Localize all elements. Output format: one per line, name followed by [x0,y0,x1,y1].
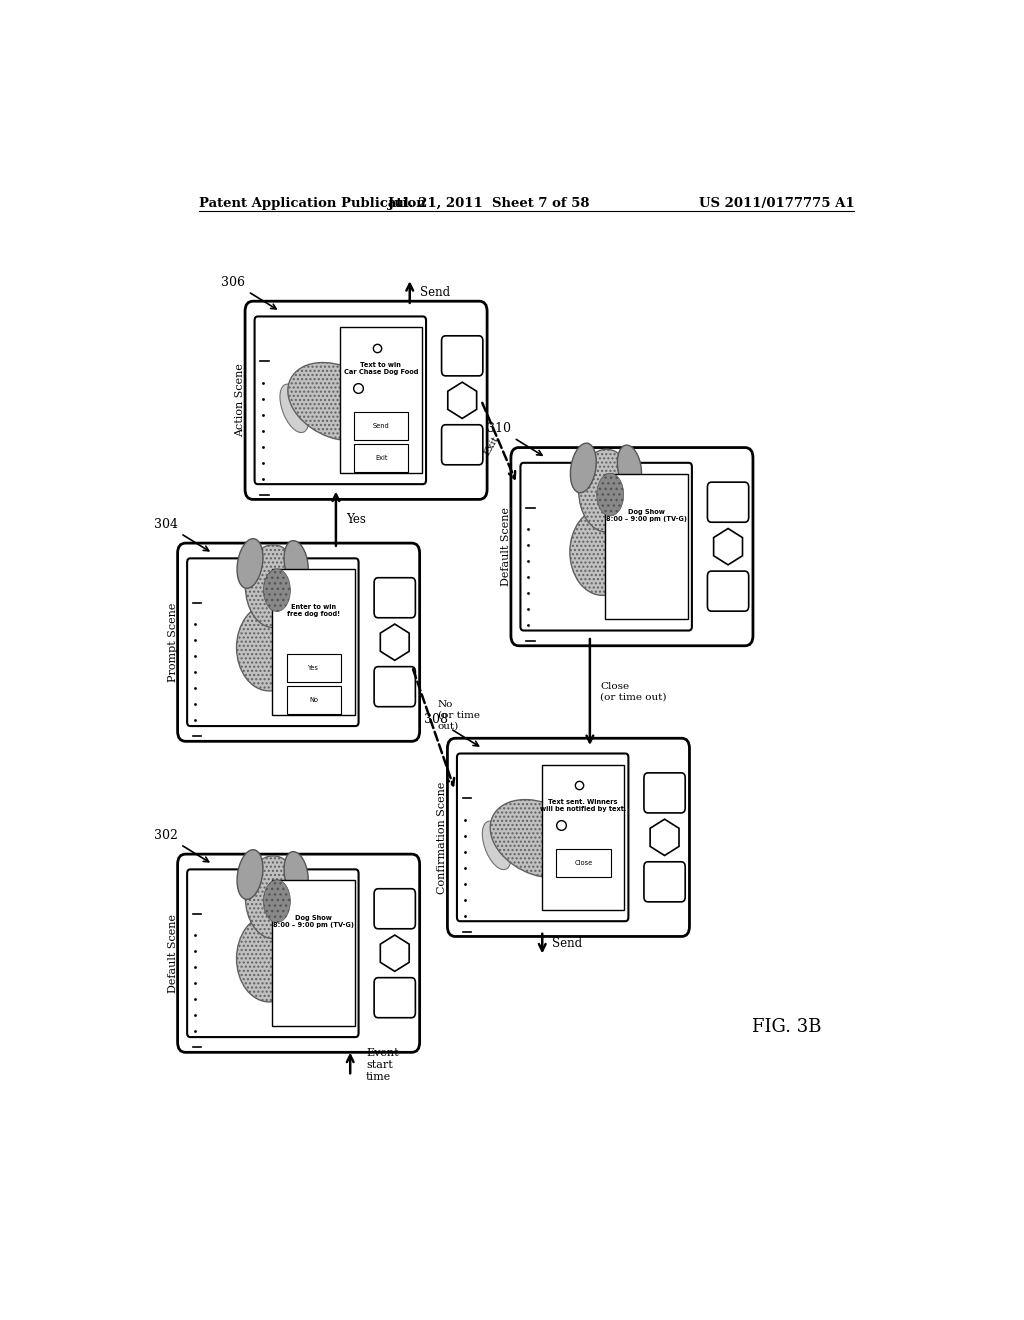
Ellipse shape [617,445,642,491]
Text: Dog Show
8:00 – 9:00 pm (TV-G): Dog Show 8:00 – 9:00 pm (TV-G) [272,915,354,928]
Text: Default Scene: Default Scene [168,913,177,993]
Text: Exit: Exit [482,434,501,457]
Ellipse shape [288,363,385,441]
FancyBboxPatch shape [708,482,749,523]
Text: Jul. 21, 2011  Sheet 7 of 58: Jul. 21, 2011 Sheet 7 of 58 [388,197,590,210]
Text: Dog Show
8:00 – 9:00 pm (TV-G): Dog Show 8:00 – 9:00 pm (TV-G) [606,508,687,521]
Text: Confirmation Scene: Confirmation Scene [437,781,447,894]
Text: Text to win
Car Chase Dog Food: Text to win Car Chase Dog Food [344,362,418,375]
Ellipse shape [237,915,302,1002]
Text: No: No [309,697,318,702]
FancyBboxPatch shape [340,327,422,473]
FancyBboxPatch shape [447,738,689,936]
Ellipse shape [284,851,308,898]
Ellipse shape [246,545,301,627]
Ellipse shape [263,880,291,923]
Text: Send: Send [552,937,582,949]
FancyBboxPatch shape [542,764,625,911]
FancyBboxPatch shape [441,335,483,376]
FancyBboxPatch shape [644,774,685,813]
Text: 308: 308 [424,713,478,746]
FancyBboxPatch shape [272,569,354,715]
FancyBboxPatch shape [177,543,420,742]
FancyBboxPatch shape [708,572,749,611]
Polygon shape [447,383,476,418]
Ellipse shape [263,569,291,611]
FancyBboxPatch shape [374,578,416,618]
Ellipse shape [579,449,634,532]
Text: Send: Send [373,424,389,429]
Text: 310: 310 [487,422,542,455]
Ellipse shape [237,605,302,690]
FancyBboxPatch shape [354,412,409,440]
Ellipse shape [570,444,596,492]
FancyBboxPatch shape [354,444,409,471]
Text: Prompt Scene: Prompt Scene [168,602,177,682]
Text: Event
start
time: Event start time [367,1048,398,1081]
Text: Yes: Yes [308,665,319,671]
Polygon shape [714,528,742,565]
FancyBboxPatch shape [605,474,688,619]
Ellipse shape [482,821,511,870]
Text: Close: Close [574,861,593,866]
Text: Text sent. Winners
will be notified by text.: Text sent. Winners will be notified by t… [540,799,627,812]
Text: US 2011/0177775 A1: US 2011/0177775 A1 [698,197,854,210]
Text: 304: 304 [154,517,209,550]
FancyBboxPatch shape [644,862,685,902]
FancyBboxPatch shape [255,317,426,484]
Ellipse shape [597,474,624,516]
FancyBboxPatch shape [556,849,610,878]
Text: Send: Send [420,286,451,300]
Ellipse shape [550,768,593,837]
Polygon shape [380,624,410,660]
Ellipse shape [246,855,301,939]
Text: Default Scene: Default Scene [501,507,511,586]
Polygon shape [650,820,679,855]
FancyBboxPatch shape [272,880,354,1026]
Text: Exit: Exit [375,455,387,461]
Polygon shape [380,935,410,972]
Text: Patent Application Publication: Patent Application Publication [200,197,426,210]
Ellipse shape [490,800,588,878]
FancyBboxPatch shape [511,447,753,645]
Text: Close
(or time out): Close (or time out) [600,682,667,702]
Ellipse shape [284,541,308,586]
FancyBboxPatch shape [441,425,483,465]
FancyBboxPatch shape [287,655,341,682]
Text: Action Scene: Action Scene [236,363,245,437]
Text: Enter to win
free dog food!: Enter to win free dog food! [287,605,340,618]
Text: No
(or time
out): No (or time out) [437,701,479,730]
FancyBboxPatch shape [187,870,358,1038]
Text: FIG. 3B: FIG. 3B [752,1019,821,1036]
FancyBboxPatch shape [374,667,416,706]
FancyBboxPatch shape [457,754,629,921]
Ellipse shape [237,539,263,589]
FancyBboxPatch shape [374,978,416,1018]
Text: 306: 306 [221,276,276,309]
Text: Yes: Yes [346,512,367,525]
FancyBboxPatch shape [187,558,358,726]
Ellipse shape [569,508,635,595]
FancyBboxPatch shape [374,888,416,929]
FancyBboxPatch shape [287,685,341,714]
Text: 302: 302 [154,829,209,862]
FancyBboxPatch shape [177,854,420,1052]
Ellipse shape [237,850,263,899]
FancyBboxPatch shape [520,463,692,631]
Ellipse shape [348,331,390,400]
FancyBboxPatch shape [245,301,487,499]
Ellipse shape [280,384,309,433]
